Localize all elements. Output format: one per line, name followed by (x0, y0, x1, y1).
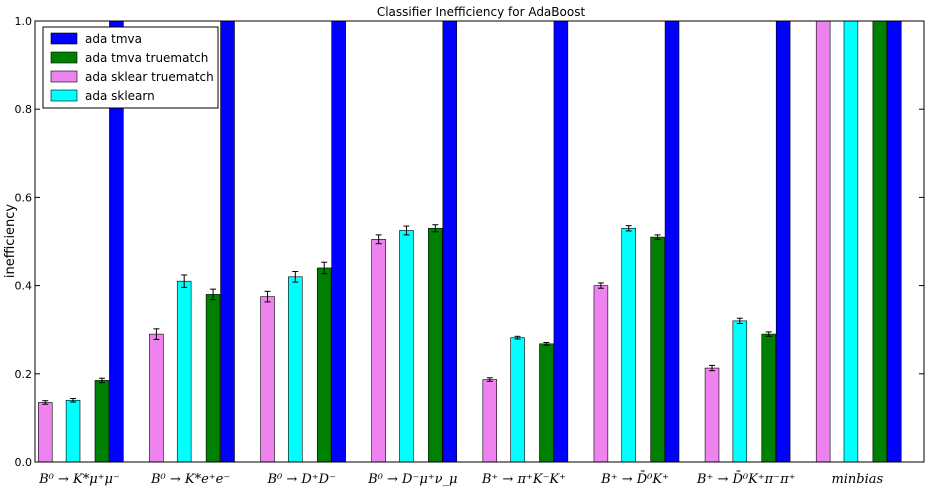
bar (887, 20, 902, 463)
bar (704, 367, 720, 463)
x-category-label: B⁰ → D⁺D⁻ (266, 472, 336, 487)
bar (761, 333, 776, 463)
bar (149, 333, 164, 463)
bar (442, 20, 458, 463)
y-tick-label: 0.4 (15, 280, 33, 293)
x-labels-group: B⁰ → K*μ⁺μ⁻ B⁰ → K*e⁺e⁻ B⁰ → D⁺D⁻ B⁰ → D⁻μ⁺… (38, 471, 883, 487)
x-category-label: B⁺ → π⁺K⁻K⁺ (481, 472, 566, 487)
chart-title: Classifier Inefficiency for AdaBoost (377, 5, 586, 19)
bar (593, 285, 609, 463)
bar (176, 280, 192, 463)
bars-group (38, 20, 902, 463)
bar (288, 276, 303, 463)
y-tick-label: 1.0 (15, 15, 33, 28)
legend-label: ada sklearn (85, 89, 155, 103)
bar (664, 20, 680, 463)
bar (482, 379, 498, 463)
bar (650, 236, 665, 463)
legend-label: ada sklear truematch (85, 70, 214, 84)
bar (94, 380, 110, 463)
bar (872, 20, 888, 463)
y-ticks-group: 0.0 0.2 0.4 0.6 0.8 1.0 (15, 15, 924, 469)
bar (205, 294, 221, 463)
bar (399, 230, 414, 463)
x-category-label: B⁰ → K*e⁺e⁻ (150, 472, 230, 487)
bar (331, 20, 346, 463)
legend-label: ada tmva truematch (85, 51, 208, 65)
legend-label: ada tmva (85, 32, 142, 46)
legend-swatch (50, 70, 78, 83)
bar (732, 320, 748, 463)
bar (65, 399, 81, 463)
x-category-label: B⁺ → D̄⁰K⁺ (600, 471, 669, 487)
x-category-label: B⁺ → D̄⁰K⁺π⁻π⁺ (696, 471, 796, 487)
bar (220, 20, 235, 463)
bar (539, 343, 554, 463)
bar (553, 20, 569, 463)
x-category-label: B⁰ → K*μ⁺μ⁻ (38, 472, 120, 487)
bar (510, 337, 525, 463)
bar (38, 402, 53, 463)
bar (775, 20, 791, 463)
bar (621, 227, 636, 463)
legend-swatch (50, 89, 78, 102)
legend-swatch (50, 51, 78, 64)
bar (371, 238, 386, 463)
y-tick-label: 0.0 (15, 456, 33, 469)
bar (316, 267, 332, 463)
bar (843, 20, 859, 463)
bar (428, 227, 443, 463)
error-bars-group (42, 224, 772, 405)
legend-swatch (50, 32, 78, 45)
legend: ada tmva ada tmva truematch ada sklear tru… (42, 26, 219, 109)
x-category-label: B⁰ → D⁻μ⁺ν_μ (367, 472, 457, 487)
x-category-label: minbias (831, 472, 883, 487)
y-tick-label: 0.8 (15, 103, 33, 116)
bar (260, 296, 275, 463)
y-tick-label: 0.6 (15, 191, 33, 204)
y-axis-label: inefficiency (3, 204, 18, 279)
plot-frame (34, 20, 925, 463)
bar (815, 20, 831, 463)
y-tick-label: 0.2 (15, 368, 33, 381)
